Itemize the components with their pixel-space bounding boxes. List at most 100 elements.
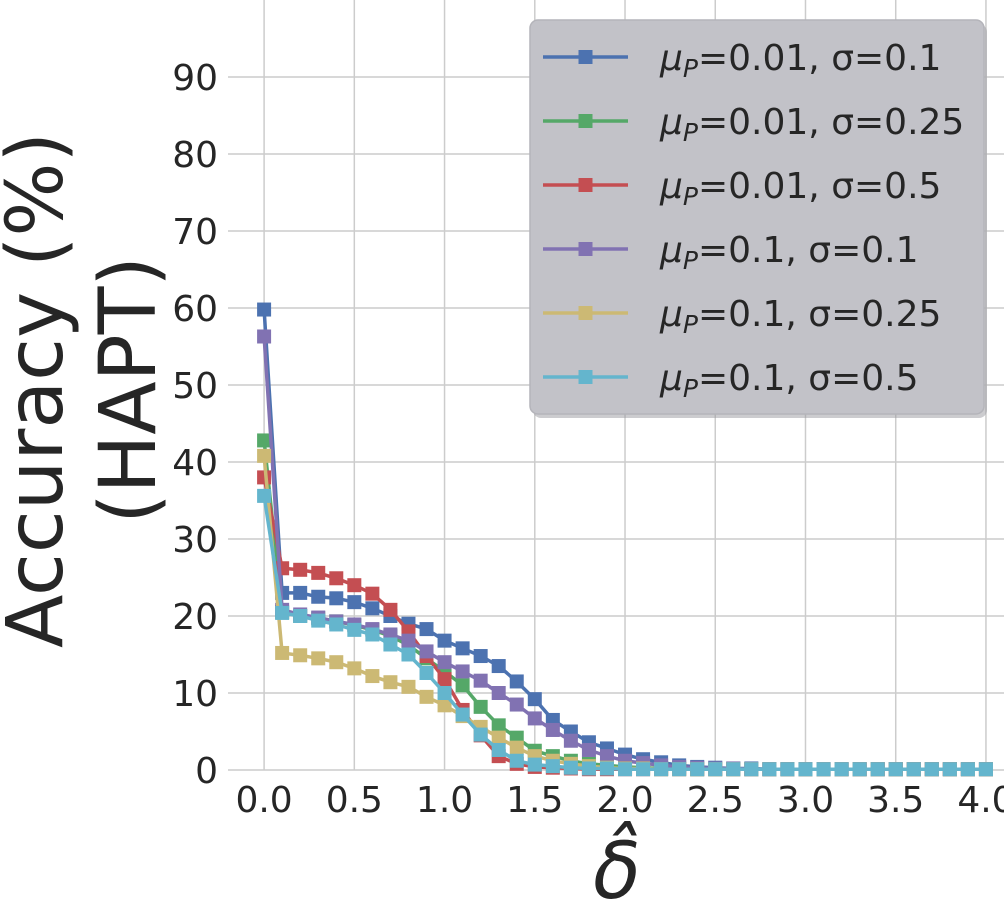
x-axis-label: δ̂ bbox=[593, 821, 641, 917]
data-point bbox=[581, 742, 596, 757]
legend-entry-5: μP=0.1, σ=0.25 bbox=[543, 294, 941, 339]
data-point bbox=[491, 730, 506, 745]
data-point bbox=[491, 659, 506, 674]
y-tick-label: 70 bbox=[172, 212, 218, 253]
data-point bbox=[311, 613, 326, 628]
data-point bbox=[834, 762, 849, 777]
data-point bbox=[473, 699, 488, 714]
data-point bbox=[509, 753, 524, 768]
data-point bbox=[816, 762, 831, 777]
data-point bbox=[726, 762, 741, 777]
legend: μP=0.01, σ=0.1 μP=0.01, σ=0.25 μP=0.01, σ=… bbox=[529, 19, 987, 418]
data-point bbox=[257, 302, 272, 317]
data-point bbox=[491, 742, 506, 757]
data-point bbox=[599, 749, 614, 764]
data-point bbox=[365, 627, 380, 642]
data-point bbox=[311, 651, 326, 666]
data-point bbox=[473, 649, 488, 664]
data-point bbox=[924, 762, 939, 777]
x-tick-label: 2.5 bbox=[687, 780, 744, 821]
legend-entry-1: μP=0.01, σ=0.1 bbox=[543, 38, 941, 83]
data-point bbox=[347, 622, 362, 637]
y-tick-label: 0 bbox=[195, 751, 218, 792]
data-point bbox=[437, 672, 452, 687]
y-tick-label: 40 bbox=[172, 443, 218, 484]
data-point bbox=[906, 762, 921, 777]
data-point bbox=[329, 655, 344, 670]
data-point bbox=[473, 727, 488, 742]
data-point bbox=[527, 692, 542, 707]
y-tick-label: 20 bbox=[172, 597, 218, 638]
data-point bbox=[383, 637, 398, 652]
data-point bbox=[347, 595, 362, 610]
data-point bbox=[654, 762, 669, 777]
y-tick-label: 80 bbox=[172, 135, 218, 176]
x-tick-label: 4.0 bbox=[957, 780, 1004, 821]
x-tick-label: 0.0 bbox=[235, 780, 292, 821]
legend-label: μP=0.01, σ=0.25 bbox=[659, 102, 964, 147]
data-point bbox=[527, 757, 542, 772]
data-point bbox=[311, 565, 326, 580]
tick-labels: 0 10 20 30 40 50 60 70 80 90 0.0 0.5 1.0 1.5 2.0 2.5 3.0… bbox=[172, 58, 1004, 821]
x-tick-label: 1.0 bbox=[416, 780, 473, 821]
y-tick-label: 60 bbox=[172, 289, 218, 330]
data-point bbox=[491, 686, 506, 700]
x-tick-label: 2.0 bbox=[596, 780, 653, 821]
data-point bbox=[491, 718, 506, 733]
data-point bbox=[257, 329, 272, 344]
data-point bbox=[419, 622, 434, 637]
data-point bbox=[257, 448, 272, 463]
data-point bbox=[329, 571, 344, 586]
data-point bbox=[527, 711, 542, 726]
series-6 bbox=[257, 488, 993, 777]
data-point bbox=[437, 633, 452, 648]
data-point bbox=[347, 661, 362, 676]
legend-label: μP=0.1, σ=0.1 bbox=[659, 230, 919, 275]
data-point bbox=[257, 433, 272, 448]
data-point bbox=[762, 762, 777, 777]
data-point bbox=[690, 762, 705, 777]
legend-label: μP=0.1, σ=0.5 bbox=[659, 358, 919, 403]
data-point bbox=[960, 762, 975, 777]
data-point bbox=[870, 762, 885, 777]
data-point bbox=[672, 762, 687, 777]
legend-frame bbox=[529, 19, 985, 415]
data-point bbox=[437, 655, 452, 670]
legend-marker bbox=[578, 242, 593, 256]
y-tick-label: 50 bbox=[172, 366, 218, 407]
data-point bbox=[888, 762, 903, 777]
data-point bbox=[275, 645, 290, 660]
data-point bbox=[473, 673, 488, 688]
y-axis-label-line-1: Accuracy (%) bbox=[0, 132, 81, 648]
x-tick-label: 0.5 bbox=[326, 780, 383, 821]
y-tick-label: 90 bbox=[172, 58, 218, 99]
data-point bbox=[293, 562, 308, 577]
data-point bbox=[455, 664, 470, 679]
x-tick-label: 1.5 bbox=[506, 780, 563, 821]
x-tick-label: 3.5 bbox=[867, 780, 924, 821]
data-point bbox=[798, 762, 813, 777]
legend-label: μP=0.1, σ=0.25 bbox=[659, 294, 941, 339]
data-point bbox=[419, 689, 434, 704]
data-point bbox=[545, 759, 560, 774]
data-point bbox=[419, 644, 434, 659]
data-point bbox=[365, 669, 380, 684]
legend-entry-3: μP=0.01, σ=0.5 bbox=[543, 166, 941, 211]
data-point bbox=[455, 641, 470, 656]
data-point bbox=[365, 601, 380, 616]
data-point bbox=[293, 585, 308, 600]
data-point bbox=[401, 647, 416, 662]
data-point bbox=[509, 697, 524, 712]
data-point bbox=[618, 762, 633, 777]
data-point bbox=[852, 762, 867, 777]
data-point bbox=[329, 617, 344, 632]
data-point bbox=[708, 762, 723, 777]
data-point bbox=[509, 740, 524, 755]
data-point bbox=[293, 609, 308, 623]
data-point bbox=[311, 589, 326, 604]
legend-marker bbox=[578, 114, 593, 128]
data-point bbox=[383, 602, 398, 617]
data-point bbox=[365, 586, 380, 601]
legend-marker bbox=[578, 178, 593, 192]
